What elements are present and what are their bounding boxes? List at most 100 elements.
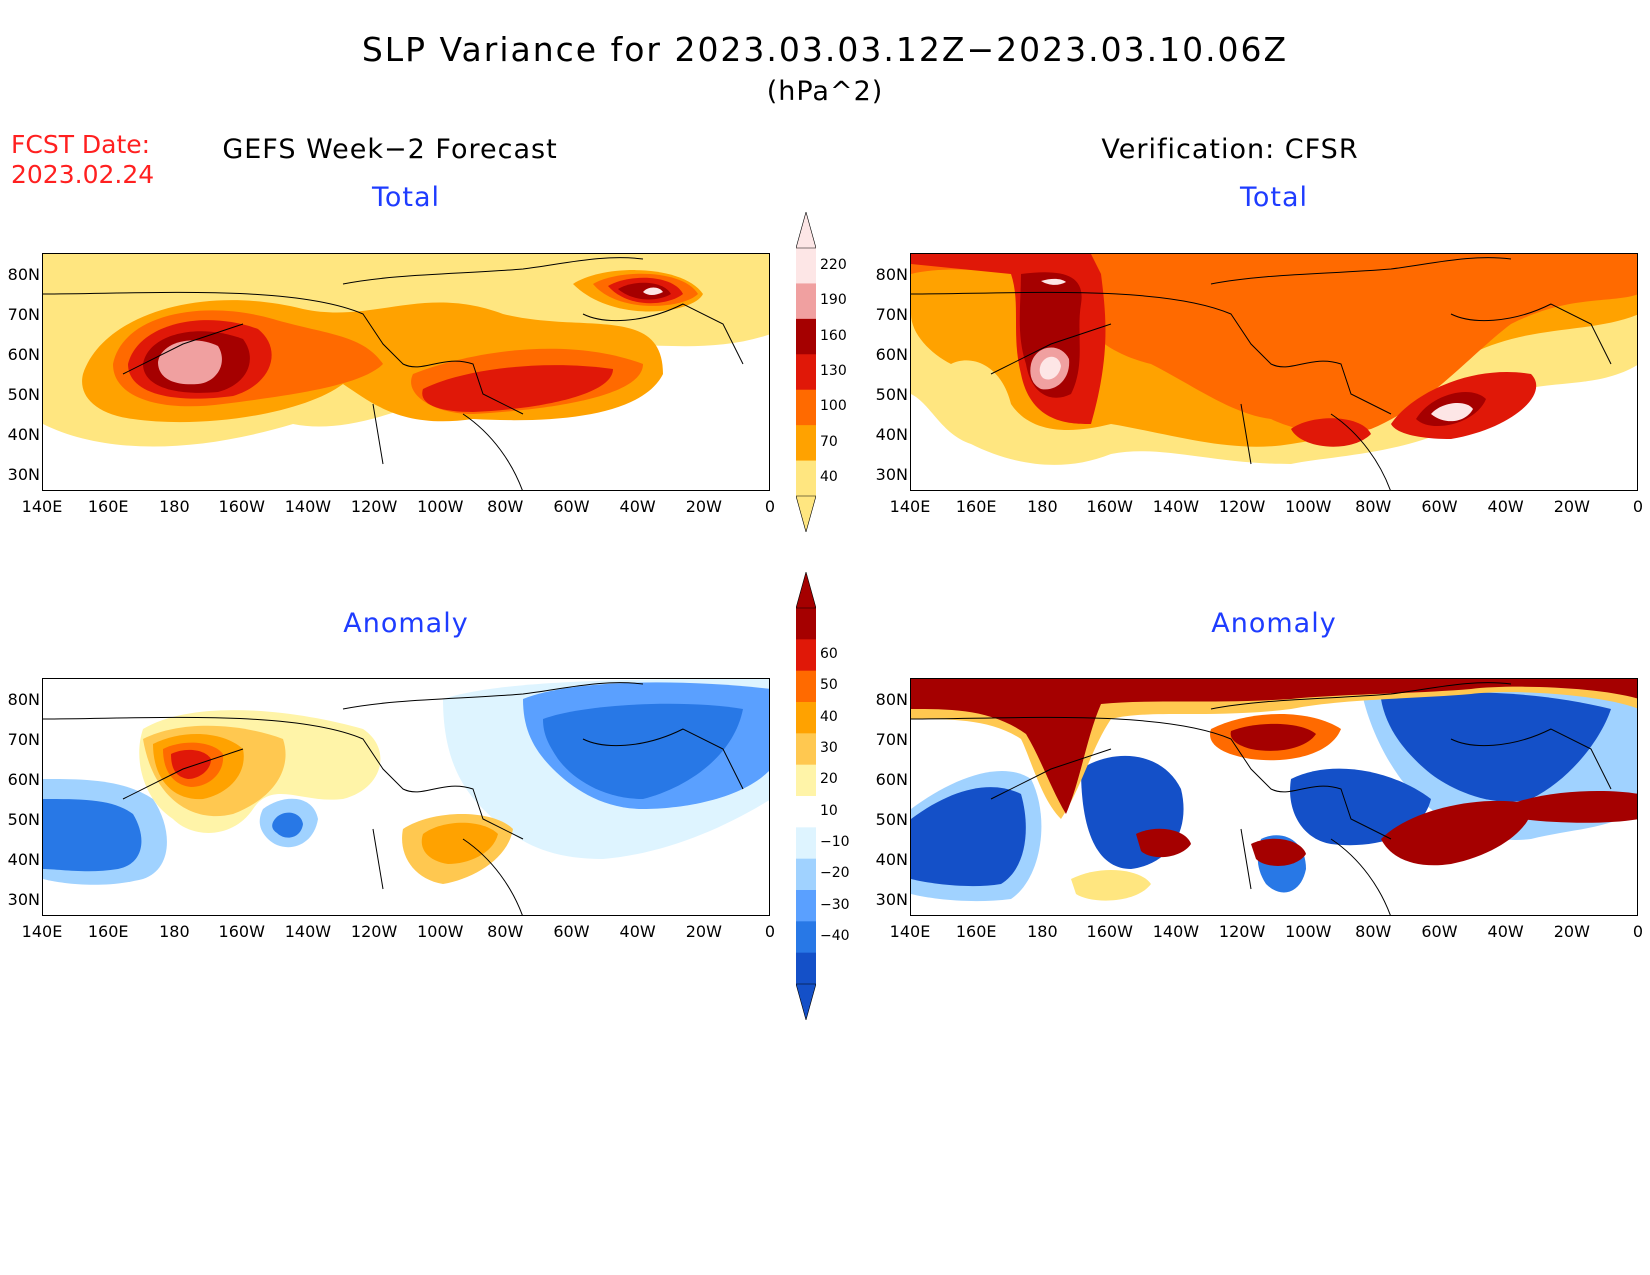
lat-tick-label: 80N — [7, 265, 40, 284]
colorbar-tick-label: 60 — [820, 646, 838, 662]
lon-tick-label: 100W — [1285, 922, 1332, 941]
colorbar-swatch — [796, 702, 816, 734]
colorbar-tick-label: 130 — [820, 363, 847, 379]
colorbar-swatch — [796, 890, 816, 922]
lat-tick-label: 40N — [875, 850, 908, 869]
lat-tick-label: 40N — [7, 850, 40, 869]
lon-tick-label: 60W — [553, 922, 590, 941]
lat-tick-label: 40N — [7, 425, 40, 444]
lon-tick-label: 100W — [1285, 497, 1332, 516]
lat-tick-label: 30N — [7, 465, 40, 484]
colorbar-tick-label: 190 — [820, 292, 847, 309]
colorbar-swatch — [796, 389, 816, 426]
lon-tick-label: 140E — [889, 922, 931, 941]
lon-tick-label: 120W — [1218, 497, 1266, 516]
lat-tick-label: 70N — [7, 305, 40, 324]
lat-tick-label: 70N — [875, 305, 908, 324]
lat-tick-label: 80N — [7, 690, 40, 709]
lon-tick-label: 80W — [487, 497, 524, 516]
lon-tick-label: 60W — [553, 497, 590, 516]
lon-tick-label: 0 — [1632, 497, 1644, 516]
colorbar-swatch — [796, 670, 816, 703]
colorbar-bottom-triangle — [796, 983, 816, 1020]
lon-tick-label: 0 — [764, 922, 776, 941]
lon-tick-label: 100W — [417, 497, 464, 516]
lon-tick-label: 20W — [1553, 497, 1590, 516]
lat-tick-label: 70N — [875, 730, 908, 749]
lon-tick-label: 40W — [1487, 497, 1524, 516]
map-verification-anomaly — [910, 678, 1638, 916]
map-forecast-anomaly — [42, 678, 770, 916]
lon-tick-label: 20W — [685, 922, 722, 941]
lon-tick-label: 180 — [159, 922, 190, 941]
lat-tick-label: 40N — [875, 425, 908, 444]
lon-tick-label: 40W — [1487, 922, 1524, 941]
fcst-date-label: FCST Date: — [11, 130, 151, 159]
column-title-verification: Verification: CFSR — [1101, 134, 1359, 165]
colorbar-anomaly: 60 50 40 30 20 10 −10 −20 −30 −40 — [796, 572, 856, 1020]
colorbar-tick-label: 10 — [820, 802, 838, 819]
colorbar-swatch — [796, 733, 816, 766]
colorbar-swatch — [796, 283, 816, 320]
colorbar-total: 220 190 160 130 100 70 40 — [796, 212, 856, 532]
subtitle-forecast-total: Total — [371, 182, 441, 213]
lon-tick-label: 140E — [889, 497, 931, 516]
lon-tick-label: 140W — [284, 922, 332, 941]
colorbar-top-triangle — [796, 212, 816, 249]
lon-tick-label: 60W — [1421, 922, 1458, 941]
colorbar-swatch — [796, 608, 816, 640]
colorbar-tick-label: 220 — [820, 256, 847, 273]
lon-tick-label: 100W — [417, 922, 464, 941]
lat-tick-label: 30N — [7, 890, 40, 909]
lon-tick-label: 80W — [1355, 497, 1392, 516]
lon-tick-label: 180 — [1027, 497, 1058, 516]
lon-tick-label: 160E — [955, 497, 997, 516]
subtitle-verification-total: Total — [1239, 182, 1309, 213]
lon-tick-label: 160E — [87, 922, 129, 941]
map-verification-total — [910, 253, 1638, 491]
colorbar-top-triangle — [796, 572, 816, 609]
colorbar-swatch — [796, 796, 816, 828]
lon-tick-label: 120W — [350, 497, 398, 516]
lon-tick-label: 140W — [1152, 922, 1200, 941]
colorbar-swatch — [796, 425, 816, 462]
lon-tick-label: 120W — [350, 922, 398, 941]
page-title: SLP Variance for 2023.03.03.12Z−2023.03.… — [361, 30, 1289, 69]
lon-tick-label: 0 — [1632, 922, 1644, 941]
colorbar-swatch — [796, 952, 816, 985]
lon-tick-label: 80W — [1355, 922, 1392, 941]
lat-tick-label: 60N — [7, 345, 40, 364]
colorbar-tick-label: −10 — [820, 834, 850, 850]
lon-tick-label: 160W — [1086, 922, 1133, 941]
lon-tick-label: 180 — [159, 497, 190, 516]
lon-tick-label: 140E — [21, 922, 63, 941]
lon-tick-label: 160E — [87, 497, 129, 516]
lon-tick-label: 40W — [619, 497, 656, 516]
colorbar-swatch — [796, 921, 816, 954]
lat-tick-label: 60N — [875, 345, 908, 364]
colorbar-tick-label: 40 — [820, 708, 838, 725]
map-forecast-total — [42, 253, 770, 491]
colorbar-swatch — [796, 460, 816, 497]
colorbar-swatch — [796, 764, 816, 797]
lon-tick-label: 60W — [1421, 497, 1458, 516]
lon-tick-label: 180 — [1027, 922, 1058, 941]
lat-tick-label: 50N — [7, 810, 40, 829]
lat-tick-label: 50N — [875, 385, 908, 404]
lon-tick-label: 140W — [1152, 497, 1200, 516]
colorbar-tick-label: −40 — [820, 928, 850, 944]
lon-tick-label: 80W — [487, 922, 524, 941]
lat-tick-label: 80N — [875, 265, 908, 284]
lon-tick-label: 160W — [218, 497, 265, 516]
colorbar-tick-label: 30 — [820, 740, 838, 756]
lon-tick-label: 140E — [21, 497, 63, 516]
colorbar-tick-label: 40 — [820, 469, 838, 486]
lat-tick-label: 80N — [875, 690, 908, 709]
column-title-forecast: GEFS Week−2 Forecast — [222, 134, 558, 165]
lat-tick-label: 50N — [7, 385, 40, 404]
colorbar-tick-label: 160 — [820, 327, 847, 344]
lon-tick-label: 0 — [764, 497, 776, 516]
lon-tick-label: 120W — [1218, 922, 1266, 941]
lat-tick-label: 60N — [875, 770, 908, 789]
colorbar-tick-label: 50 — [820, 677, 838, 694]
